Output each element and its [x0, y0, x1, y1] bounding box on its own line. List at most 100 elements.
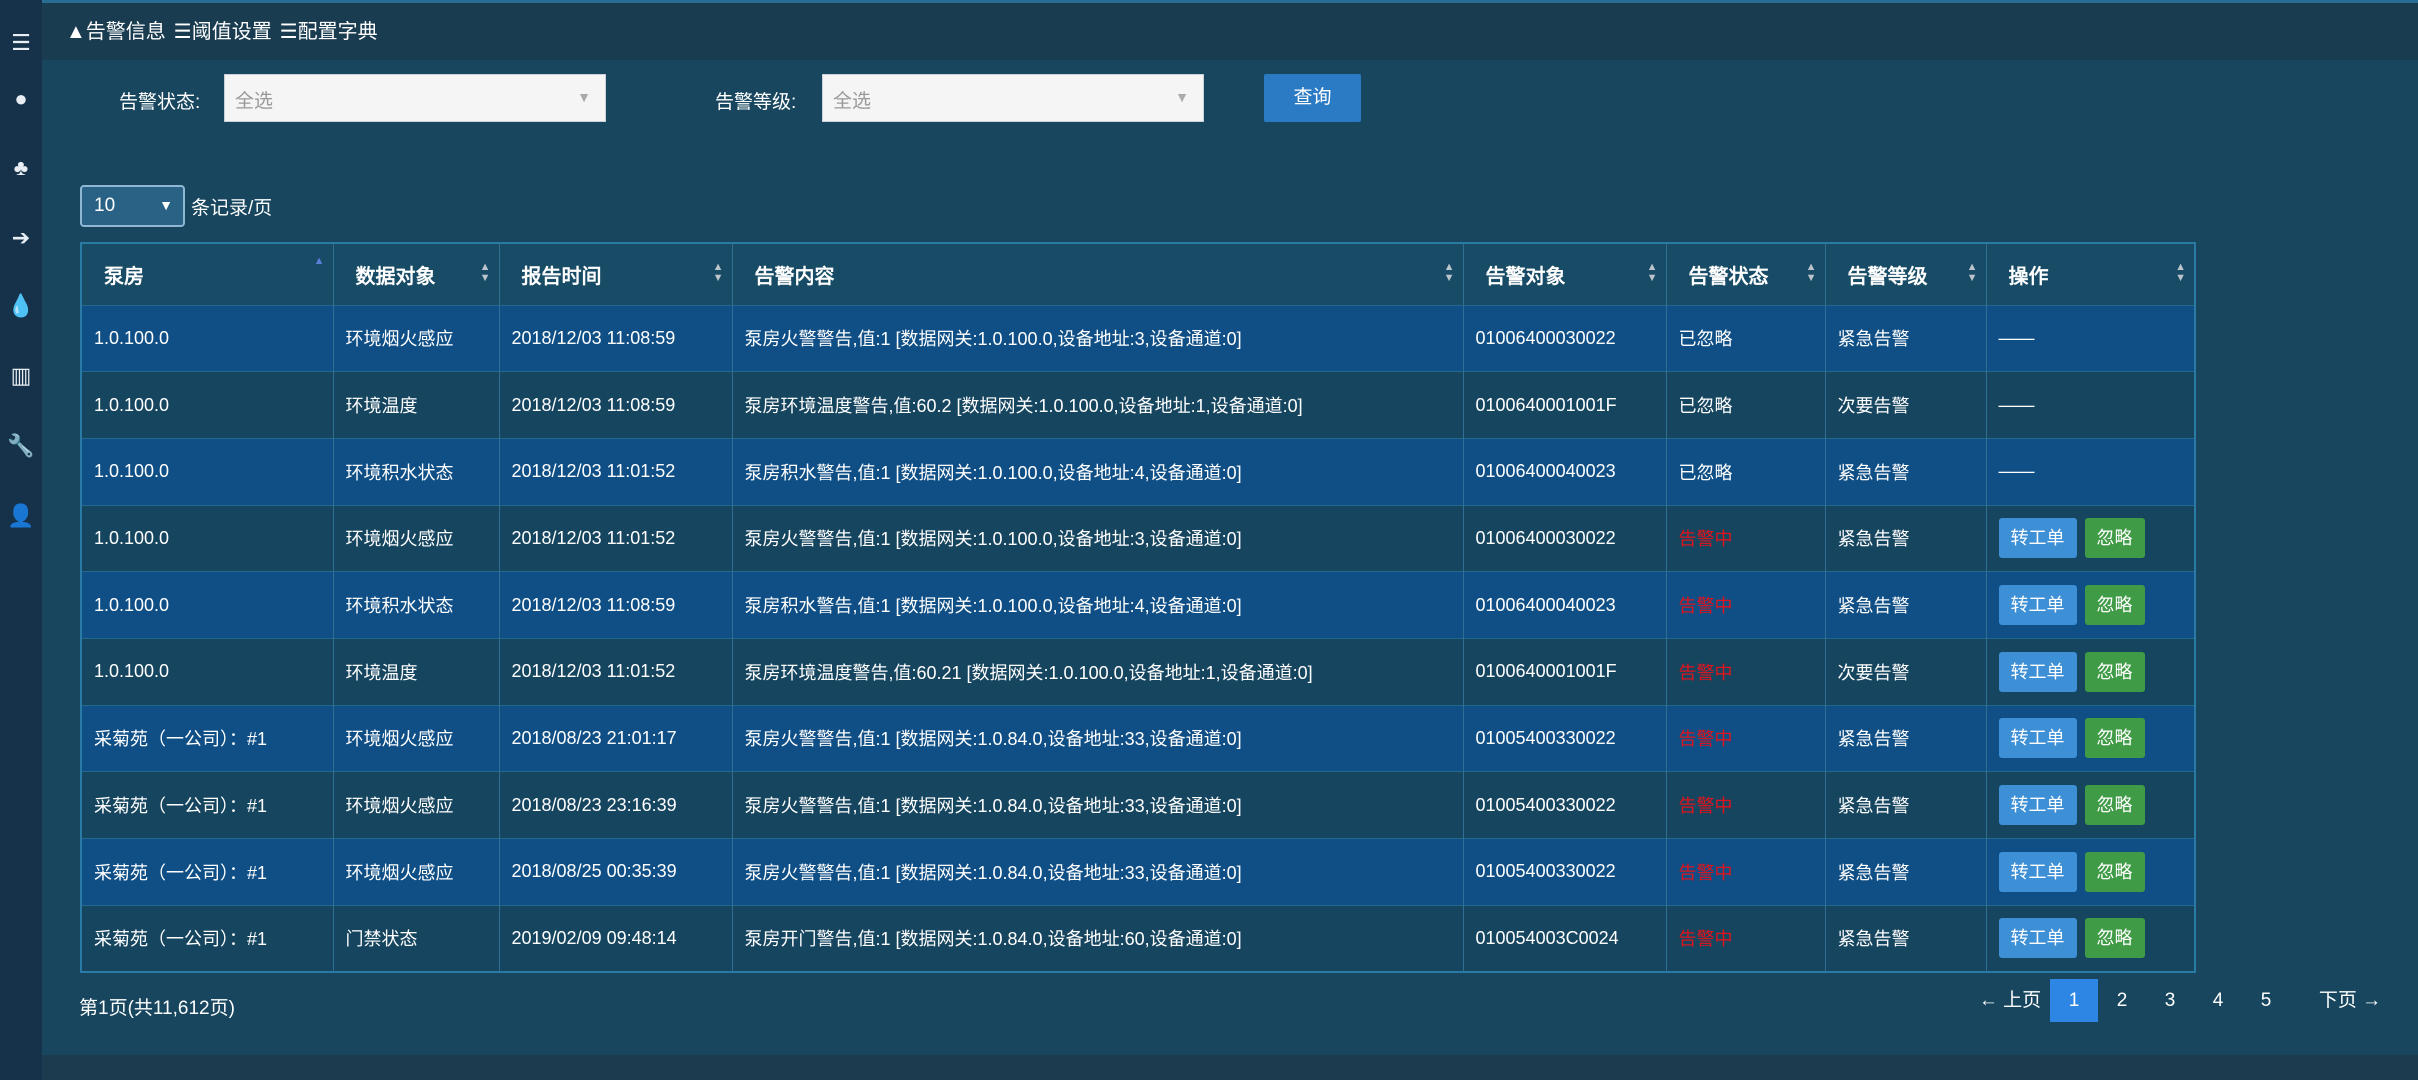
- ignore-button[interactable]: 忽略: [2084, 518, 2145, 559]
- table-row[interactable]: 1.0.100.0 环境烟火感应 2018/12/03 11:08:59 泵房火警警告…: [80, 304, 2195, 372]
- table-row[interactable]: 采菊苑（一公司）：#1 门禁状态 2019/02/09 09:48:14 泵房开门警告…: [80, 904, 2195, 972]
- column-header[interactable]: 泵房 ▲: [80, 243, 333, 305]
- chevron-down-icon: ▼: [1175, 89, 1189, 105]
- column-header[interactable]: 告警等级 ▲ ▼: [1824, 243, 1986, 305]
- sort-icon[interactable]: ▲ ▼: [1646, 261, 1658, 284]
- bar-chart-icon[interactable]: ▥: [10, 363, 32, 388]
- alarm-status-cell: 已忽略: [1665, 304, 1825, 372]
- prev-page-button[interactable]: ← 上页: [1978, 990, 2042, 1011]
- menu-icon[interactable]: ☰: [11, 30, 31, 55]
- pump-room-cell: 1.0.100.0: [80, 504, 333, 572]
- sort-icon[interactable]: ▲: [313, 255, 325, 267]
- column-header[interactable]: 报告时间 ▲ ▼: [498, 243, 732, 305]
- user-icon[interactable]: 👤: [7, 503, 35, 528]
- pump-room-cell: 1.0.100.0: [80, 571, 333, 639]
- table-row[interactable]: 1.0.100.0 环境温度 2018/12/03 11:08:59 泵房环境温度警告…: [80, 371, 2195, 439]
- sitemap-icon[interactable]: ♣: [13, 155, 29, 180]
- pump-room-cell: 1.0.100.0: [80, 437, 333, 506]
- next-page-button[interactable]: 下页 →: [2318, 990, 2382, 1011]
- alarm-level-label: 告警等级:: [715, 92, 797, 113]
- warning-icon: ▲: [66, 21, 86, 43]
- page-size-select[interactable]: 10 ▼: [80, 185, 185, 227]
- sort-icon[interactable]: ▲ ▼: [712, 261, 724, 284]
- ignore-button[interactable]: 忽略: [2084, 918, 2145, 959]
- alarm-level-cell: 紧急告警: [1824, 771, 1986, 839]
- actions-cell: 转工单 忽略: [1985, 504, 2195, 572]
- transfer-work-order-button[interactable]: 转工单: [1998, 785, 2077, 826]
- alarm-level-cell: 紧急告警: [1824, 904, 1986, 972]
- table-row[interactable]: 采菊苑（一公司）：#1 环境烟火感应 2018/08/23 21:01:17 泵房火警…: [80, 704, 2195, 772]
- table-row[interactable]: 采菊苑（一公司）：#1 环境烟火感应 2018/08/23 23:16:39 泵房火警…: [80, 771, 2195, 839]
- data-object-cell: 环境烟火感应: [332, 771, 499, 839]
- column-header[interactable]: 告警对象 ▲ ▼: [1462, 243, 1666, 305]
- table-row[interactable]: 采菊苑（一公司）：#1 环境烟火感应 2018/08/25 00:35:39 泵房火警…: [80, 838, 2195, 906]
- column-header[interactable]: 告警状态 ▲ ▼: [1665, 243, 1825, 305]
- tab-threshold-settings[interactable]: ☰阈值设置: [173, 21, 272, 43]
- transfer-work-order-button[interactable]: 转工单: [1998, 518, 2077, 559]
- alarm-status-cell: 已忽略: [1665, 371, 1825, 439]
- page-3-button[interactable]: 3: [2164, 990, 2176, 1011]
- alarm-content-cell: 泵房开门警告,值:1 [数据网关:1.0.84.0,设备地址:60,设备通道:0…: [731, 904, 1463, 972]
- sort-icon[interactable]: ▲ ▼: [479, 261, 491, 284]
- page-5-button[interactable]: 5: [2260, 990, 2272, 1011]
- actions-cell: 转工单 忽略: [1985, 771, 2195, 839]
- alarm-status-select[interactable]: 全选 ▼: [224, 74, 606, 122]
- transfer-work-order-button[interactable]: 转工单: [1998, 918, 2077, 959]
- query-button[interactable]: 查询: [1264, 74, 1361, 122]
- drop-icon[interactable]: 💧: [7, 293, 35, 318]
- alarm-target-cell: 010054003C0024: [1462, 904, 1666, 972]
- page-2-button[interactable]: 2: [2116, 990, 2128, 1011]
- alarm-content-cell: 泵房火警警告,值:1 [数据网关:1.0.100.0,设备地址:3,设备通道:0…: [731, 504, 1463, 572]
- sign-in-icon[interactable]: ➔: [11, 225, 31, 250]
- chevron-down-icon: ▼: [159, 197, 173, 213]
- transfer-work-order-button[interactable]: 转工单: [1998, 718, 2077, 759]
- sort-icon[interactable]: ▲ ▼: [1966, 261, 1978, 284]
- alarm-content-cell: 泵房环境温度警告,值:60.21 [数据网关:1.0.100.0,设备地址:1,…: [731, 637, 1463, 706]
- bottom-bar: [42, 1055, 2418, 1080]
- report-time-cell: 2018/12/03 11:01:52: [498, 504, 732, 572]
- ignore-button[interactable]: 忽略: [2084, 585, 2145, 626]
- data-object-cell: 环境温度: [332, 637, 499, 706]
- page-4-button[interactable]: 4: [2212, 990, 2224, 1011]
- actions-cell: 转工单 忽略: [1985, 637, 2195, 706]
- table-row[interactable]: 1.0.100.0 环境温度 2018/12/03 11:01:52 泵房环境温度警告…: [80, 637, 2195, 706]
- column-header[interactable]: 数据对象 ▲ ▼: [332, 243, 499, 305]
- no-action: ——: [1998, 327, 2035, 348]
- transfer-work-order-button[interactable]: 转工单: [1998, 651, 2077, 692]
- transfer-work-order-button[interactable]: 转工单: [1998, 851, 2077, 892]
- column-header[interactable]: 告警内容 ▲ ▼: [731, 243, 1463, 305]
- transfer-work-order-button[interactable]: 转工单: [1998, 585, 2077, 626]
- tab-alarm-info[interactable]: ▲告警信息: [66, 21, 166, 43]
- list-icon: ☰: [279, 21, 298, 43]
- pump-room-cell: 1.0.100.0: [80, 371, 333, 439]
- wrench-icon[interactable]: 🔧: [7, 433, 35, 458]
- alarm-level-cell: 紧急告警: [1824, 304, 1986, 372]
- table-row[interactable]: 1.0.100.0 环境烟火感应 2018/12/03 11:01:52 泵房火警警告…: [80, 504, 2195, 572]
- alarm-content-cell: 泵房积水警告,值:1 [数据网关:1.0.100.0,设备地址:4,设备通道:0…: [731, 437, 1463, 506]
- table-row[interactable]: 1.0.100.0 环境积水状态 2018/12/03 11:08:59 泵房积水警告…: [80, 571, 2195, 639]
- alarm-target-cell: 01005400330022: [1462, 838, 1666, 906]
- globe-icon[interactable]: ●: [14, 86, 28, 111]
- report-time-cell: 2018/08/23 21:01:17: [498, 704, 732, 772]
- alarm-status-label: 告警状态:: [119, 92, 201, 113]
- sort-icon[interactable]: ▲ ▼: [1443, 261, 1455, 284]
- alarm-target-cell: 0100640001001F: [1462, 637, 1666, 706]
- column-header[interactable]: 操作 ▲ ▼: [1985, 243, 2195, 305]
- list-icon: ☰: [173, 21, 192, 43]
- data-object-cell: 环境烟火感应: [332, 504, 499, 572]
- ignore-button[interactable]: 忽略: [2084, 785, 2145, 826]
- sort-icon[interactable]: ▲ ▼: [1805, 261, 1817, 284]
- ignore-button[interactable]: 忽略: [2084, 851, 2145, 892]
- ignore-button[interactable]: 忽略: [2084, 718, 2145, 759]
- alarm-target-cell: 0100640001001F: [1462, 371, 1666, 439]
- report-time-cell: 2018/12/03 11:08:59: [498, 371, 732, 439]
- alarm-status-cell: 告警中: [1665, 704, 1825, 772]
- alarm-status-cell: 告警中: [1665, 637, 1825, 706]
- tab-config-dictionary[interactable]: ☰配置字典: [279, 21, 378, 43]
- sort-icon[interactable]: ▲ ▼: [2175, 261, 2186, 284]
- page-1-button[interactable]: 1: [2050, 979, 2098, 1022]
- table-row[interactable]: 1.0.100.0 环境积水状态 2018/12/03 11:01:52 泵房积水警告…: [80, 437, 2195, 506]
- alarm-level-select[interactable]: 全选 ▼: [822, 74, 1204, 122]
- ignore-button[interactable]: 忽略: [2084, 651, 2145, 692]
